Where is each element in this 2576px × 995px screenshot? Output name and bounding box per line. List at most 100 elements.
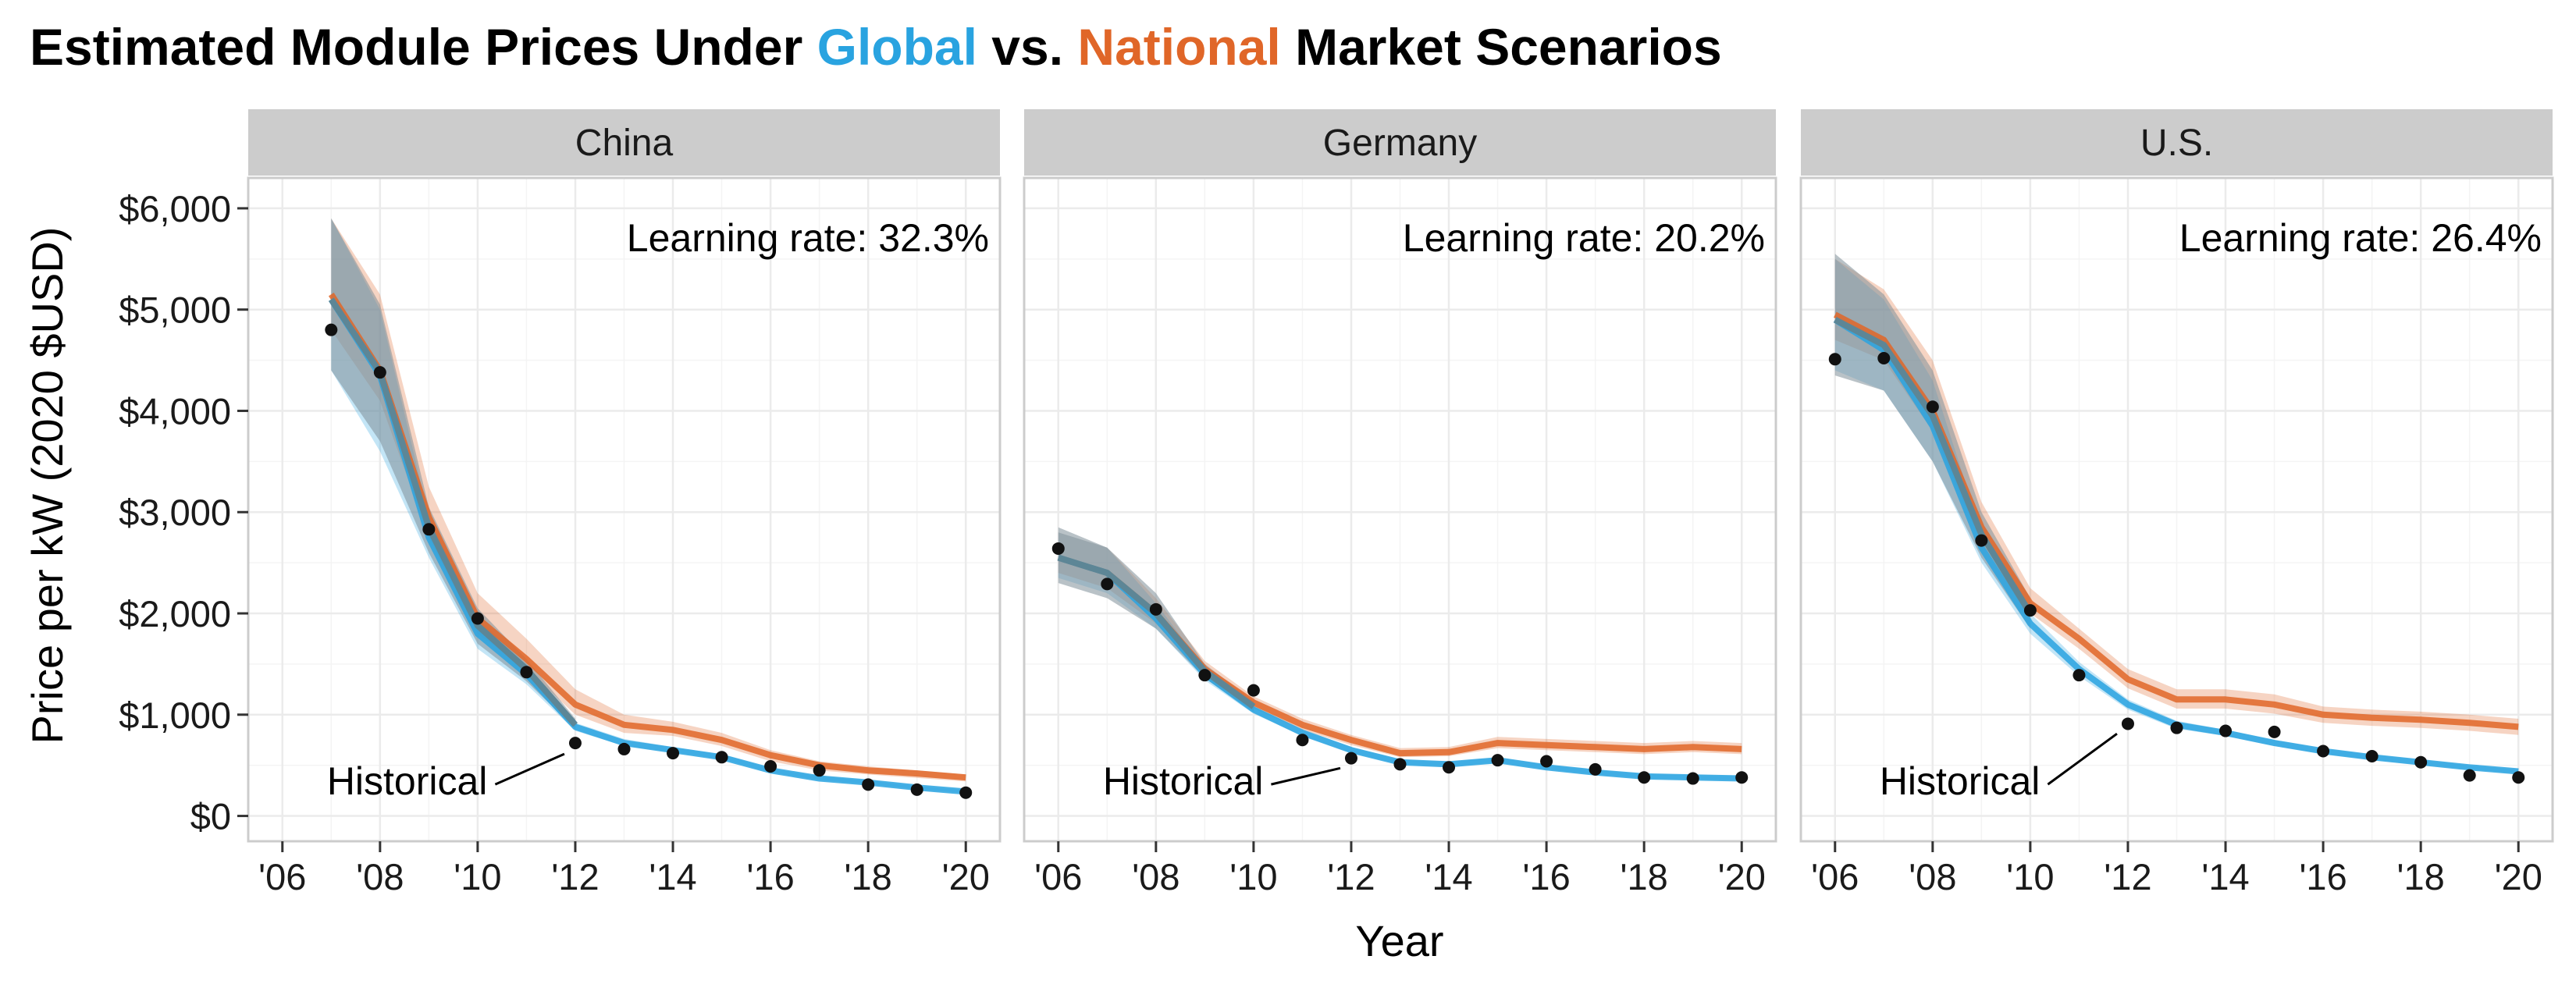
historical-point (1296, 734, 1309, 747)
historical-point (1926, 400, 1939, 414)
x-tick-label: '12 (551, 856, 599, 897)
title-prefix: Estimated Module Prices Under (30, 18, 817, 76)
historical-point (2414, 755, 2428, 769)
historical-point (1686, 772, 1699, 785)
panels: China Historical Learning rate: 32.3% '06 '0… (247, 109, 2554, 897)
historical-point (1735, 771, 1749, 784)
panel-germany: Germany Historical Learning rate: 20.2% '06… (1023, 109, 1777, 897)
historical-annotation-label: Historical (1103, 759, 1264, 803)
historical-point (2073, 669, 2086, 682)
y-tick-label: $0 (190, 796, 231, 837)
learning-rate-label: Learning rate: 20.2% (1403, 216, 1765, 260)
learning-rate-label: Learning rate: 26.4% (2179, 216, 2542, 260)
chart-title: Estimated Module Prices Under Global vs.… (30, 18, 1722, 76)
historical-annotation-leader (1271, 766, 1341, 786)
historical-point (325, 323, 338, 336)
historical-point (667, 747, 680, 760)
title-global-word: Global (817, 18, 977, 76)
x-tick-label: '06 (1034, 856, 1082, 897)
panel-china: China Historical Learning rate: 32.3% '06 '0… (247, 109, 1002, 897)
historical-point (520, 666, 533, 679)
historical-point (1975, 534, 1988, 547)
historical-annotation-leader (2047, 732, 2118, 786)
y-tick-label: $3,000 (119, 492, 231, 533)
national-line (328, 293, 966, 781)
historical-point (1638, 771, 1651, 784)
historical-ribbon (331, 218, 575, 729)
historical-point (764, 759, 777, 773)
x-tick-label: '14 (649, 856, 696, 897)
x-tick-label: '10 (1229, 856, 1277, 897)
historical-point (2512, 771, 2525, 784)
historical-point (2268, 725, 2281, 738)
historical-point (715, 751, 728, 764)
historical-point (1101, 577, 1114, 591)
learning-rate-label: Learning rate: 32.3% (627, 216, 989, 260)
historical-point (617, 742, 631, 755)
historical-point (2121, 717, 2134, 730)
historical-point (1247, 684, 1260, 697)
panel-strip-label: Germany (1323, 123, 1477, 164)
x-axis-title: Year (1355, 916, 1443, 965)
historical-annotation-leader (494, 752, 565, 786)
historical-point (373, 366, 386, 379)
historical-point (813, 764, 826, 777)
panel-us: U.S. Historical Learning rate: 26.4% '06 '08… (1799, 109, 2554, 897)
historical-point (2463, 769, 2476, 782)
historical-point (1149, 602, 1162, 616)
y-tick-label: $6,000 (119, 188, 231, 229)
historical-point (2219, 724, 2233, 737)
y-axis-title: Price per kW (2020 $USD) (23, 227, 72, 744)
historical-point (2365, 749, 2379, 762)
historical-point (1877, 351, 1891, 364)
historical-point (568, 737, 582, 750)
historical-point (1540, 755, 1553, 768)
x-tick-label: '18 (2397, 856, 2445, 897)
historical-line (328, 297, 578, 727)
x-tick-label: '08 (1132, 856, 1179, 897)
historical-point (1051, 542, 1065, 555)
y-tick-label: $4,000 (119, 390, 231, 432)
x-tick-label: '12 (2104, 856, 2151, 897)
historical-point (422, 523, 436, 536)
panel-border (247, 176, 1002, 843)
x-tick-label: '10 (454, 856, 501, 897)
x-tick-label: '20 (942, 856, 990, 897)
historical-point (910, 783, 923, 796)
panel-strip (1801, 109, 2553, 176)
panel-strip (248, 109, 1000, 176)
x-tick-label: '08 (356, 856, 404, 897)
x-tick-label: '06 (258, 856, 306, 897)
x-tick-label: '16 (746, 856, 794, 897)
historical-point (2317, 744, 2330, 758)
historical-point (1198, 669, 1212, 682)
historical-point (959, 786, 973, 799)
x-tick-label: '12 (1327, 856, 1375, 897)
y-tick-label: $5,000 (119, 290, 231, 331)
global-line (328, 297, 966, 795)
panel-border (1023, 176, 1777, 843)
historical-point (1443, 761, 1456, 774)
historical-point (1344, 752, 1357, 765)
x-tick-label: '16 (1522, 856, 1570, 897)
x-tick-label: '14 (1425, 856, 1472, 897)
historical-point (2170, 721, 2183, 734)
historical-line (1833, 317, 2033, 616)
historical-point (862, 778, 875, 791)
historical-point (1491, 754, 1504, 767)
title-suffix: Market Scenarios (1281, 18, 1722, 76)
x-tick-label: '06 (1811, 856, 1859, 897)
historical-point (1393, 758, 1407, 771)
historical-point (2023, 604, 2037, 617)
x-tick-label: '18 (1621, 856, 1668, 897)
x-tick-label: '16 (2299, 856, 2347, 897)
x-tick-label: '18 (845, 856, 892, 897)
y-tick-label: $2,000 (119, 593, 231, 634)
y-axis: $0 $1,000 $2,000 $3,000 $4,000 $5,000 $6,000 (119, 188, 248, 837)
historical-annotation-label: Historical (1880, 759, 2041, 803)
x-tick-label: '08 (1909, 856, 1956, 897)
historical-point (1589, 762, 1602, 776)
title-national-word: National (1077, 18, 1280, 76)
historical-point (471, 612, 484, 625)
